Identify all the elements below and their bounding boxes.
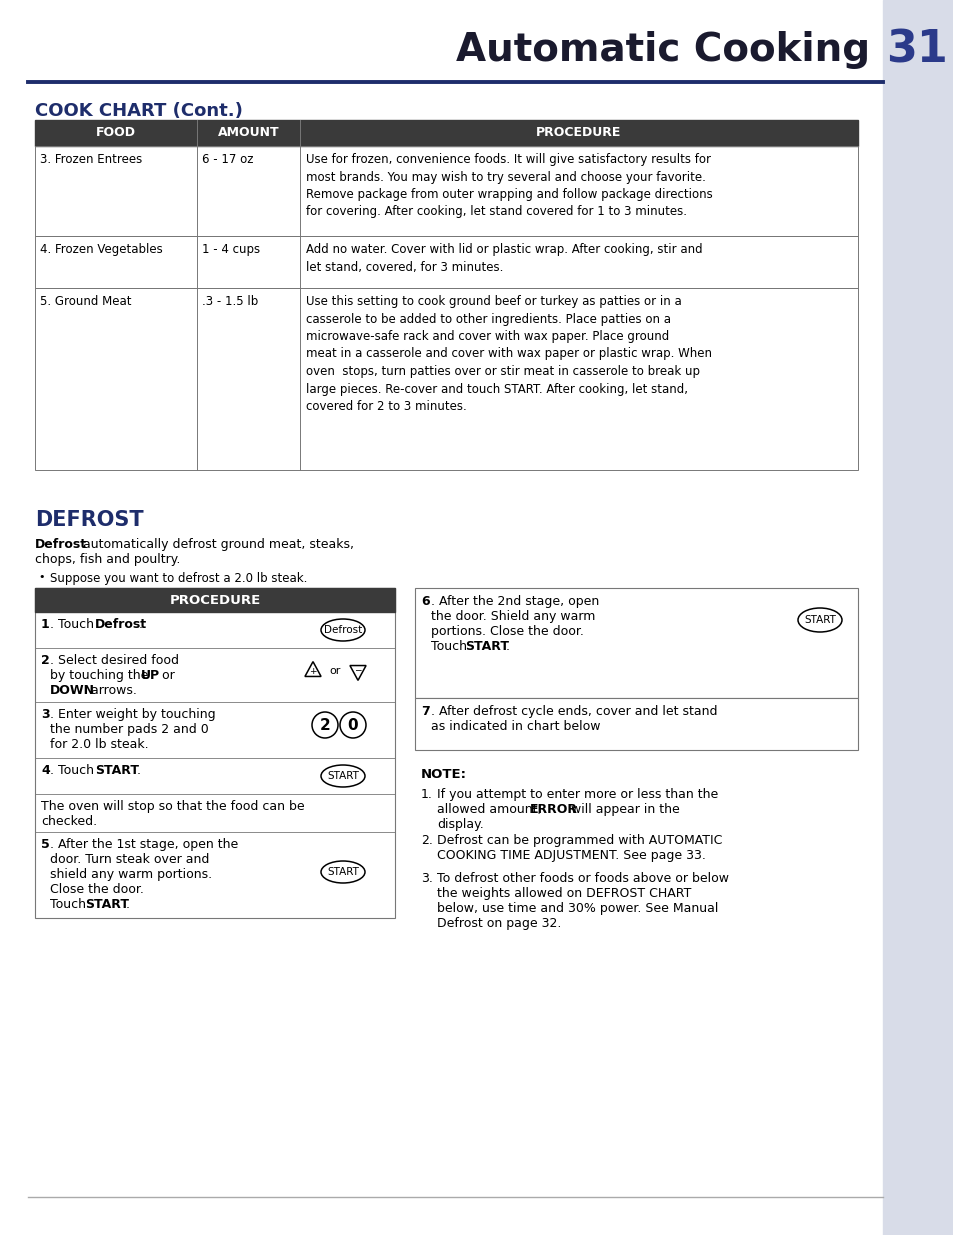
Text: Automatic Cooking: Automatic Cooking	[456, 31, 869, 69]
Text: COOK CHART (Cont.): COOK CHART (Cont.)	[35, 103, 243, 120]
Text: Defrost: Defrost	[323, 625, 362, 635]
Text: or: or	[158, 669, 174, 682]
Text: FOOD: FOOD	[96, 126, 136, 140]
Text: 1 - 4 cups: 1 - 4 cups	[202, 243, 260, 256]
Text: PROCEDURE: PROCEDURE	[170, 594, 260, 606]
Bar	[35, 288, 857, 471]
Text: NOTE:: NOTE:	[420, 768, 467, 781]
Text: the door. Shield any warm: the door. Shield any warm	[431, 610, 595, 622]
Text: below, use time and 30% power. See Manual: below, use time and 30% power. See Manua…	[436, 902, 718, 915]
Text: 6 - 17 oz: 6 - 17 oz	[202, 153, 253, 165]
Text: 1: 1	[41, 618, 50, 631]
Text: the weights allowed on DEFROST CHART: the weights allowed on DEFROST CHART	[436, 887, 691, 900]
Text: Suppose you want to defrost a 2.0 lb steak.: Suppose you want to defrost a 2.0 lb ste…	[50, 572, 307, 585]
Text: START: START	[85, 898, 129, 911]
Text: DEFROST: DEFROST	[35, 510, 144, 530]
Text: 0: 0	[347, 718, 358, 732]
Text: for 2.0 lb steak.: for 2.0 lb steak.	[50, 739, 149, 751]
Text: portions. Close the door.: portions. Close the door.	[431, 625, 583, 638]
Text: .: .	[139, 618, 143, 631]
Text: .3 - 1.5 lb: .3 - 1.5 lb	[202, 295, 258, 308]
Text: 5. Ground Meat: 5. Ground Meat	[40, 295, 132, 308]
Text: . Touch: . Touch	[50, 764, 98, 777]
Bar	[882, 0, 953, 1235]
Text: Defrost: Defrost	[95, 618, 147, 631]
Text: START: START	[327, 771, 358, 781]
Text: Defrost on page 32.: Defrost on page 32.	[436, 918, 560, 930]
Bar	[35, 588, 395, 918]
Text: If you attempt to enter more or less than the: If you attempt to enter more or less tha…	[436, 788, 718, 802]
Text: 4. Frozen Vegetables: 4. Frozen Vegetables	[40, 243, 163, 256]
Text: Use this setting to cook ground beef or turkey as patties or in a
casserole to b: Use this setting to cook ground beef or …	[306, 295, 711, 412]
Bar	[35, 588, 395, 613]
Text: Add no water. Cover with lid or plastic wrap. After cooking, stir and
let stand,: Add no water. Cover with lid or plastic …	[306, 243, 702, 273]
Text: To defrost other foods or foods above or below: To defrost other foods or foods above or…	[436, 872, 728, 885]
Text: Touch: Touch	[50, 898, 90, 911]
Text: START: START	[464, 640, 509, 653]
Text: automatically defrost ground meat, steaks,: automatically defrost ground meat, steak…	[79, 538, 354, 551]
Text: .: .	[126, 898, 130, 911]
Bar	[415, 588, 857, 698]
Text: 2.: 2.	[420, 834, 433, 847]
Text: The oven will stop so that the food can be: The oven will stop so that the food can …	[41, 800, 304, 813]
Text: .: .	[505, 640, 510, 653]
Text: Touch: Touch	[431, 640, 471, 653]
Bar	[35, 120, 857, 146]
Text: +: +	[309, 667, 316, 677]
Text: checked.: checked.	[41, 815, 97, 827]
Text: display.: display.	[436, 818, 483, 831]
Text: 5: 5	[41, 839, 50, 851]
Text: the number pads 2 and 0: the number pads 2 and 0	[50, 722, 209, 736]
Text: −: −	[354, 666, 361, 674]
Text: door. Turn steak over and: door. Turn steak over and	[50, 853, 209, 866]
Text: 31: 31	[885, 28, 947, 72]
Text: PROCEDURE: PROCEDURE	[536, 126, 621, 140]
Text: COOKING TIME ADJUSTMENT. See page 33.: COOKING TIME ADJUSTMENT. See page 33.	[436, 848, 705, 862]
Bar	[35, 146, 857, 236]
Text: 2: 2	[41, 655, 50, 667]
Text: shield any warm portions.: shield any warm portions.	[50, 868, 212, 881]
Text: 3. Frozen Entrees: 3. Frozen Entrees	[40, 153, 142, 165]
Text: Defrost: Defrost	[35, 538, 87, 551]
Text: 2: 2	[319, 718, 330, 732]
Text: . After the 2nd stage, open: . After the 2nd stage, open	[431, 595, 598, 608]
Text: as indicated in chart below: as indicated in chart below	[431, 720, 599, 734]
Text: chops, fish and poultry.: chops, fish and poultry.	[35, 553, 180, 566]
Text: . Enter weight by touching: . Enter weight by touching	[50, 708, 215, 721]
Text: AMOUNT: AMOUNT	[217, 126, 279, 140]
Text: Defrost can be programmed with AUTOMATIC: Defrost can be programmed with AUTOMATIC	[436, 834, 721, 847]
Text: 1.: 1.	[420, 788, 433, 802]
Text: by touching the: by touching the	[50, 669, 152, 682]
Text: START: START	[327, 867, 358, 877]
Text: START: START	[95, 764, 139, 777]
Bar	[35, 236, 857, 288]
Text: UP: UP	[141, 669, 160, 682]
Text: .: .	[137, 764, 141, 777]
Text: allowed amount,: allowed amount,	[436, 803, 545, 816]
Text: •: •	[38, 572, 45, 582]
Text: ERROR: ERROR	[530, 803, 578, 816]
Text: will appear in the: will appear in the	[566, 803, 679, 816]
Text: . Touch: . Touch	[50, 618, 98, 631]
Text: . After the 1st stage, open the: . After the 1st stage, open the	[50, 839, 238, 851]
Text: or: or	[330, 666, 341, 676]
Text: . Select desired food: . Select desired food	[50, 655, 179, 667]
Text: 6: 6	[420, 595, 429, 608]
Text: Close the door.: Close the door.	[50, 883, 144, 897]
Text: 4: 4	[41, 764, 50, 777]
Text: 3.: 3.	[420, 872, 433, 885]
Text: 3: 3	[41, 708, 50, 721]
Text: arrows.: arrows.	[87, 684, 136, 697]
Text: 7: 7	[420, 705, 429, 718]
Text: . After defrost cycle ends, cover and let stand: . After defrost cycle ends, cover and le…	[431, 705, 717, 718]
Bar	[415, 698, 857, 750]
Text: DOWN: DOWN	[50, 684, 95, 697]
Text: START: START	[803, 615, 835, 625]
Text: Use for frozen, convenience foods. It will give satisfactory results for
most br: Use for frozen, convenience foods. It wi…	[306, 153, 712, 219]
